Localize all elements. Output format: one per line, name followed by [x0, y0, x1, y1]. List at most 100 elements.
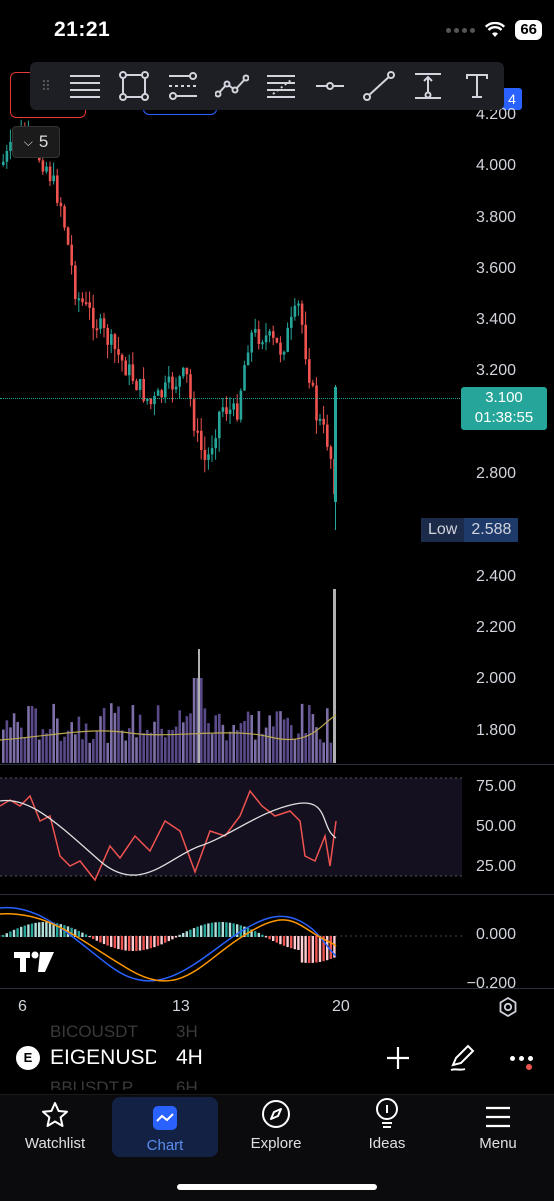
- tab-chart[interactable]: Chart: [112, 1097, 218, 1157]
- time-tick: 13: [172, 998, 190, 1015]
- candle-body: [52, 175, 55, 182]
- macd-histogram-bar: [110, 936, 113, 947]
- volume-bar: [128, 728, 131, 763]
- symbol-name[interactable]: EIGENUSDT: [50, 1046, 156, 1069]
- macd-histogram-bar: [38, 922, 41, 937]
- settings-icon[interactable]: [497, 996, 519, 1018]
- trend-line-icon[interactable]: [354, 62, 403, 110]
- price-chart[interactable]: [0, 115, 460, 765]
- candle-body: [272, 331, 275, 338]
- macd-histogram-bar: [56, 923, 59, 937]
- parallel-channel-icon[interactable]: [158, 62, 207, 110]
- macd-histogram-bar: [174, 936, 178, 938]
- interval-selector[interactable]: ⌵ 5: [12, 126, 60, 158]
- macd-histogram-bar: [92, 936, 95, 940]
- candle-body: [9, 141, 12, 151]
- volume-bar: [207, 723, 210, 763]
- rsi-tick: 25.00: [475, 858, 516, 875]
- rsi-tick: 75.00: [475, 778, 516, 795]
- candle-body: [297, 303, 300, 306]
- volume-bar: [286, 717, 289, 763]
- volume-bar: [261, 733, 264, 763]
- right-chip[interactable]: 4: [502, 88, 522, 110]
- volume-bar: [142, 733, 145, 763]
- macd-histogram-bar: [77, 930, 80, 937]
- macd-histogram-bar: [160, 936, 163, 945]
- macd-histogram-bar: [192, 928, 196, 937]
- macd-histogram-bar: [304, 936, 307, 963]
- status-indicators: 66: [446, 20, 542, 40]
- volume-bar: [210, 734, 214, 763]
- macd-histogram-bar: [261, 934, 264, 937]
- fib-retracement-icon[interactable]: [256, 62, 305, 110]
- macd-histogram-bar: [329, 936, 332, 959]
- candle-body: [228, 409, 232, 414]
- last-price-line: [0, 398, 462, 399]
- pane-separator[interactable]: [0, 894, 554, 895]
- time-tick: 20: [332, 998, 350, 1015]
- macd-histogram-bar: [243, 926, 246, 937]
- price-tick: 4.000: [475, 157, 516, 174]
- tab-label: Watchlist: [24, 1135, 86, 1152]
- rectangle-icon[interactable]: [109, 62, 158, 110]
- macd-pane[interactable]: [0, 896, 462, 988]
- pane-separator[interactable]: [0, 764, 554, 765]
- chart-interval[interactable]: 4H: [176, 1046, 203, 1069]
- polyline-icon[interactable]: [207, 62, 256, 110]
- volume-bar: [300, 703, 304, 763]
- candle-body: [128, 364, 131, 376]
- macd-histogram-bar: [311, 936, 314, 963]
- volume-bar: [178, 710, 181, 763]
- volume-bar: [257, 711, 261, 763]
- candle-body: [59, 202, 63, 207]
- macd-histogram-bar: [322, 936, 325, 962]
- macd-histogram-bar: [27, 924, 30, 937]
- macd-histogram-bar: [272, 936, 275, 941]
- volume-bar: [315, 727, 318, 763]
- text-tool-icon[interactable]: [452, 62, 501, 110]
- macd-histogram-bar: [178, 934, 181, 937]
- macd-histogram-bar: [225, 922, 228, 937]
- price-tick: 3.200: [475, 362, 516, 379]
- macd-histogram-bar: [214, 922, 217, 937]
- candle-body: [329, 446, 333, 459]
- volume-bar: [99, 716, 102, 763]
- vertical-measure-icon[interactable]: [403, 62, 452, 110]
- tab-menu[interactable]: Menu: [443, 1095, 553, 1157]
- macd-histogram-bar: [275, 936, 278, 943]
- macd-histogram-bar: [59, 924, 62, 937]
- macd-histogram-bar: [279, 936, 282, 945]
- volume-bar: [160, 728, 163, 763]
- price-tick: 3.400: [475, 311, 516, 328]
- volume-bar: [66, 730, 70, 763]
- tab-ideas[interactable]: Ideas: [332, 1095, 442, 1157]
- more-options-icon[interactable]: [510, 1056, 533, 1061]
- candle-body: [63, 206, 66, 228]
- candle-body: [48, 166, 52, 182]
- price-tick: 2.000: [475, 670, 516, 687]
- candle-body: [268, 331, 271, 336]
- candle-body: [311, 382, 315, 386]
- candle-body: [160, 390, 163, 398]
- plus-icon[interactable]: [386, 1046, 410, 1070]
- macd-histogram-bar: [16, 928, 19, 937]
- candle-body: [275, 337, 279, 343]
- candle-body: [218, 411, 221, 439]
- interval-value: 5: [38, 132, 49, 151]
- tab-watchlist[interactable]: Watchlist: [0, 1095, 110, 1157]
- volume-bar: [225, 740, 228, 763]
- rsi-pane[interactable]: [0, 776, 462, 882]
- drag-handle-icon[interactable]: ⠿: [40, 77, 51, 94]
- candle-body: [77, 298, 81, 301]
- macd-histogram-bar: [142, 936, 145, 951]
- volume-bar: [41, 729, 45, 763]
- draw-pencil-icon[interactable]: [448, 1044, 476, 1072]
- volume-bar: [138, 714, 142, 763]
- menu-lines-icon[interactable]: [60, 62, 109, 110]
- volume-bar: [297, 733, 300, 763]
- tradingview-logo: [14, 950, 54, 979]
- tab-explore[interactable]: Explore: [221, 1095, 331, 1157]
- horizontal-line-icon[interactable]: [305, 62, 354, 110]
- macd-histogram-bar: [30, 923, 34, 937]
- time-axis[interactable]: 6 13 20: [0, 996, 554, 1020]
